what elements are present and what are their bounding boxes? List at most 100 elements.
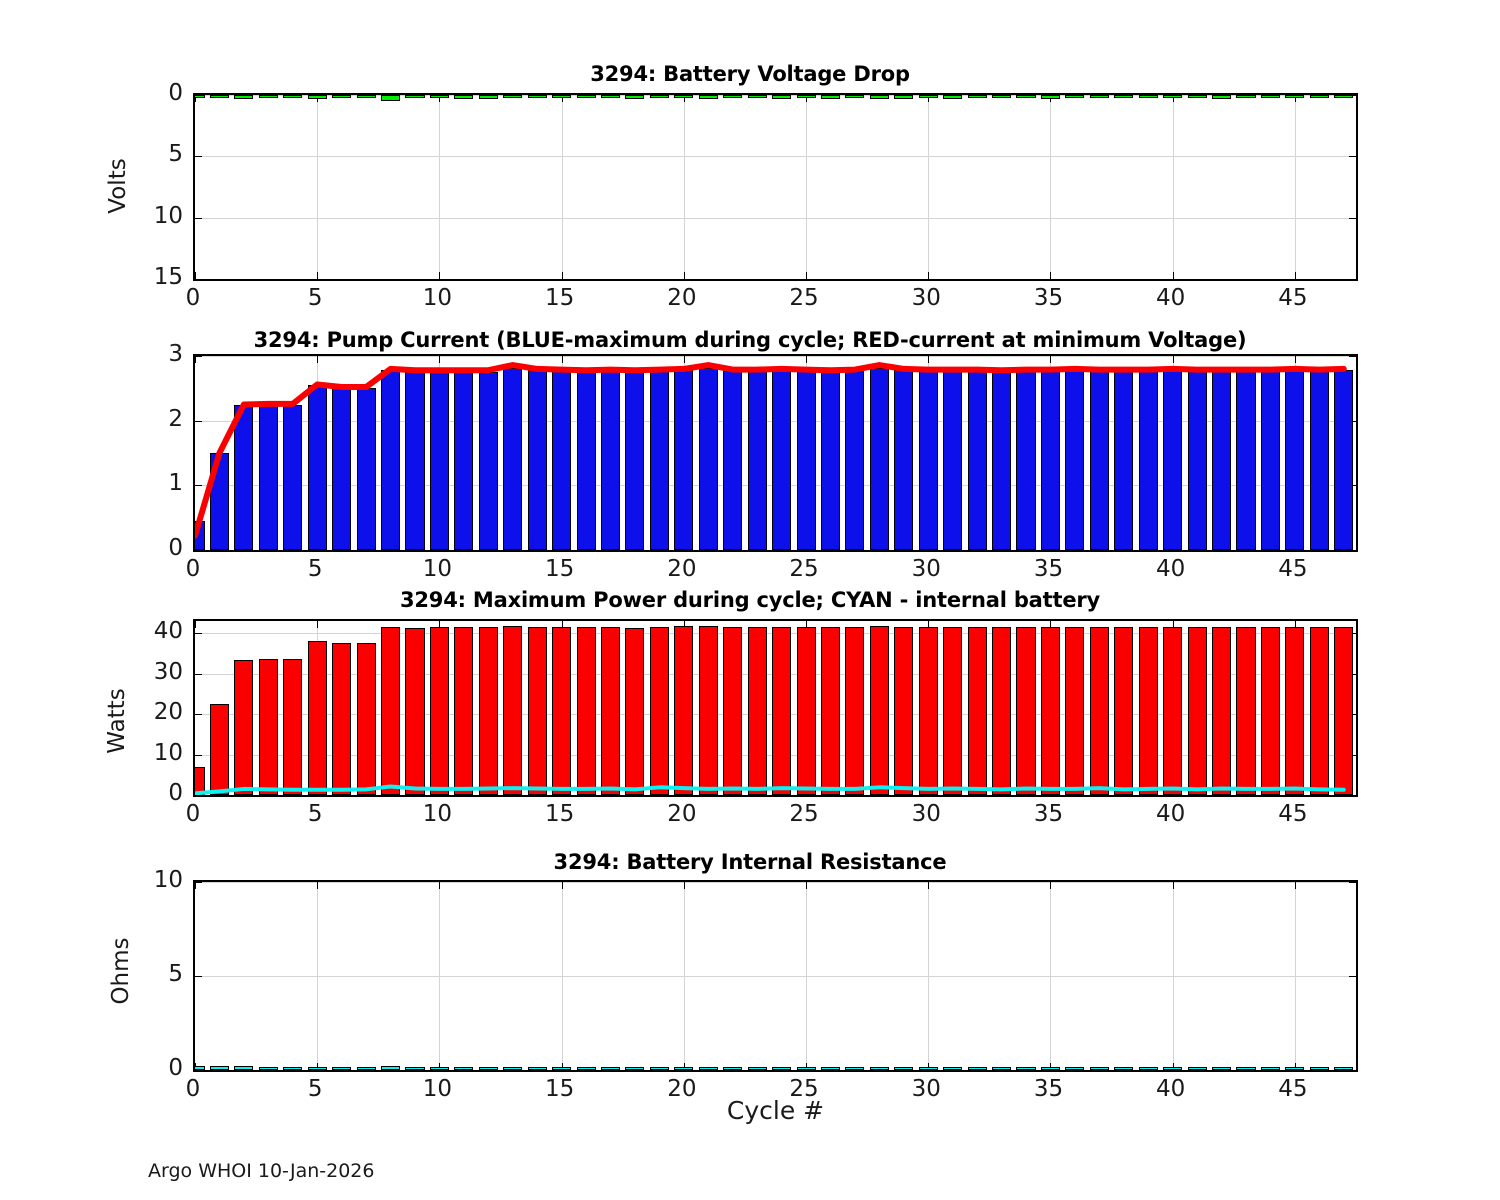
bar — [576, 1067, 596, 1070]
x-tick-label: 25 — [789, 285, 819, 311]
bar — [209, 95, 229, 98]
gridline-vertical — [1294, 882, 1296, 1070]
bar — [454, 1067, 474, 1070]
bar — [429, 627, 449, 795]
gridline-vertical — [439, 95, 441, 279]
bar — [1309, 627, 1329, 795]
x-tickmark-top — [806, 882, 808, 889]
bar — [195, 520, 205, 550]
y-tickmark-right — [1349, 976, 1356, 977]
gridline-vertical — [561, 95, 563, 279]
x-tick-label: 40 — [1156, 285, 1186, 311]
x-tick-label: 30 — [911, 556, 941, 582]
bar — [429, 95, 449, 98]
bar — [723, 370, 743, 550]
y-tickmark — [195, 279, 202, 280]
bar — [869, 1067, 889, 1070]
gridline-vertical — [317, 882, 319, 1070]
x-tickmark — [1050, 1063, 1052, 1070]
x-tick-label: 25 — [789, 556, 819, 582]
x-tickmark — [1050, 272, 1052, 279]
y-tick-label: 0 — [168, 780, 183, 806]
y-tickmark-right — [1349, 217, 1356, 219]
x-tick-label: 35 — [1033, 556, 1064, 582]
bar — [1236, 1067, 1256, 1070]
bar — [283, 404, 303, 550]
gridline-vertical — [317, 95, 319, 279]
x-tick-label: 35 — [1033, 801, 1064, 827]
x-tick-label: 5 — [307, 1076, 323, 1102]
y-tickmark-right — [1349, 279, 1356, 280]
bar — [674, 95, 694, 99]
bar — [258, 95, 278, 98]
bar — [869, 95, 889, 99]
bar — [1212, 95, 1232, 99]
bar — [943, 627, 963, 795]
bar — [772, 626, 792, 795]
y-tickmark — [195, 156, 202, 158]
bar — [845, 627, 865, 795]
bar — [1114, 1067, 1134, 1070]
panel-max-power-title: 3294: Maximum Power during cycle; CYAN -… — [399, 588, 1101, 612]
bar — [429, 1067, 449, 1070]
panel-voltage-drop: 3294: Battery Voltage Drop Volts 0 5 10 15 … — [0, 0, 1500, 311]
bar — [747, 370, 767, 550]
bar — [234, 659, 254, 795]
panel-voltage-drop-plot — [193, 93, 1358, 281]
x-tickmark — [683, 272, 685, 279]
gridline-vertical — [1050, 882, 1052, 1070]
bar — [234, 95, 254, 99]
bar — [649, 627, 669, 795]
bar — [698, 95, 718, 99]
x-tickmark-top — [806, 95, 808, 102]
x-tick-label: 0 — [185, 1076, 201, 1102]
x-tickmark-top — [1172, 621, 1174, 628]
bar — [405, 95, 425, 99]
x-tickmark — [928, 272, 930, 279]
bar — [1040, 1067, 1060, 1070]
bar — [1114, 370, 1134, 550]
bar — [356, 388, 376, 550]
x-tickmark — [1294, 272, 1296, 279]
bar — [600, 1067, 621, 1070]
bar — [576, 371, 596, 550]
bar — [1138, 1067, 1158, 1070]
x-tickmark-top — [561, 356, 563, 363]
x-tickmark-top — [1294, 621, 1296, 628]
bar — [1236, 95, 1256, 98]
x-tickmark-top — [317, 356, 319, 363]
x-tick-label: 35 — [1033, 285, 1064, 311]
y-tick-label: 30 — [153, 658, 183, 685]
x-tickmark-top — [1172, 356, 1174, 363]
panel-internal-resistance-title: 3294: Battery Internal Resistance — [553, 850, 947, 874]
figure-xlabel: Cycle # — [726, 1096, 825, 1125]
x-tickmark-top — [1294, 356, 1296, 363]
bar — [967, 95, 987, 99]
x-tickmark-top — [195, 356, 196, 363]
y-tickmark — [195, 714, 202, 716]
bar — [1138, 95, 1158, 98]
x-tickmark — [561, 1063, 563, 1070]
x-tickmark-top — [683, 621, 685, 628]
bar — [258, 404, 278, 550]
bar — [307, 1067, 327, 1070]
bar — [454, 95, 474, 99]
x-tickmark — [1172, 272, 1174, 279]
x-tickmark-top — [195, 95, 196, 102]
gridline-horizontal — [195, 356, 1356, 357]
bar — [649, 95, 669, 98]
x-tickmark — [439, 1063, 441, 1070]
bar — [1089, 627, 1109, 795]
bar — [1187, 627, 1207, 795]
x-tickmark-top — [683, 356, 685, 363]
gridline-vertical — [806, 95, 808, 279]
bar — [454, 371, 474, 550]
bar — [332, 95, 352, 99]
x-tick-label: 5 — [307, 285, 323, 311]
bar — [356, 95, 376, 99]
y-tickmark — [195, 795, 202, 796]
bar — [1040, 370, 1060, 550]
x-tick-label: 10 — [422, 1076, 453, 1102]
x-tickmark — [1172, 1063, 1174, 1070]
panel-pump-current-title: 3294: Pump Current (BLUE-maximum during … — [253, 328, 1247, 352]
